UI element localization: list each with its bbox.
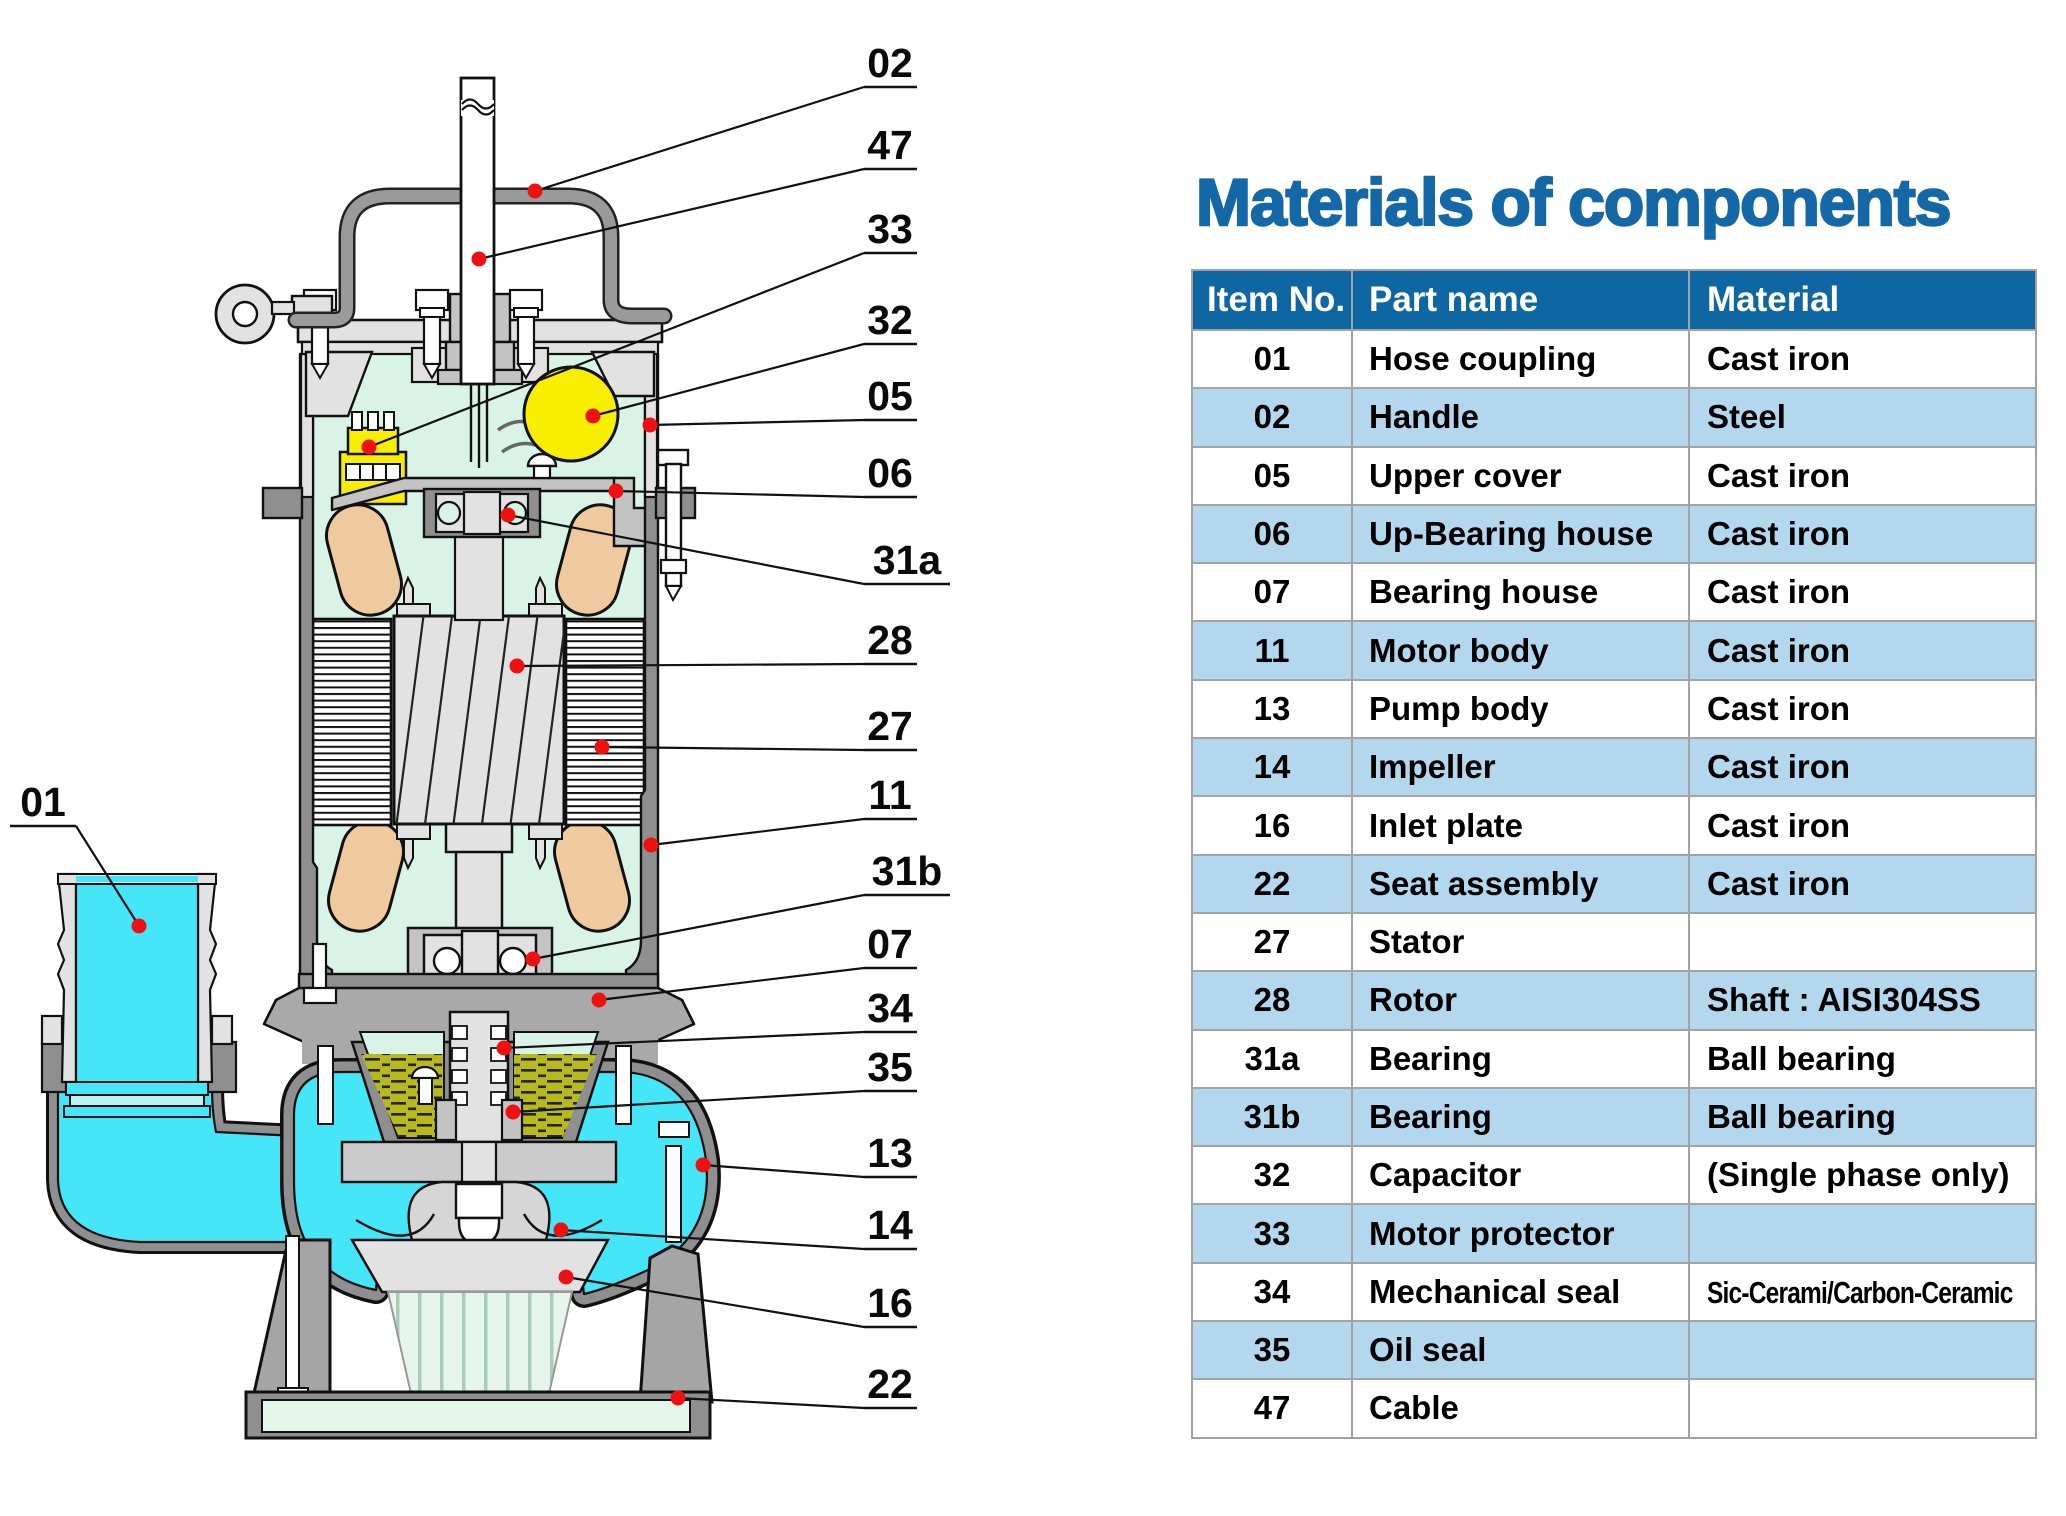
svg-text:31a: 31a <box>873 537 943 583</box>
svg-text:01: 01 <box>20 779 66 825</box>
svg-text:31b: 31b <box>872 848 943 894</box>
svg-text:22: 22 <box>867 1361 913 1407</box>
svg-text:05: 05 <box>867 373 913 419</box>
svg-text:06: 06 <box>867 450 913 496</box>
svg-text:34: 34 <box>867 985 913 1031</box>
svg-text:16: 16 <box>867 1280 913 1326</box>
svg-text:11: 11 <box>868 772 911 818</box>
svg-text:14: 14 <box>867 1202 913 1248</box>
svg-text:47: 47 <box>867 122 913 168</box>
svg-text:13: 13 <box>867 1130 913 1176</box>
svg-text:33: 33 <box>867 206 913 252</box>
svg-text:35: 35 <box>867 1044 913 1090</box>
svg-text:02: 02 <box>867 40 913 86</box>
svg-text:28: 28 <box>867 617 913 663</box>
svg-text:07: 07 <box>867 921 913 967</box>
svg-text:32: 32 <box>867 297 913 343</box>
svg-text:27: 27 <box>867 703 913 749</box>
